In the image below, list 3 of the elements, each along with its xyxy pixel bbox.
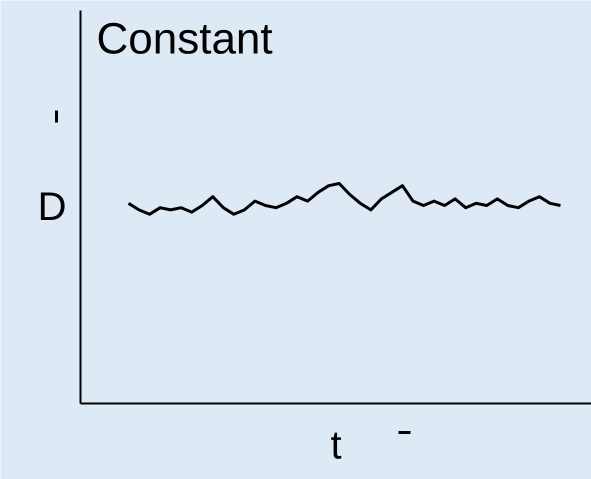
x-axis-title: t bbox=[330, 424, 342, 468]
y-axis-title: D bbox=[38, 185, 67, 229]
chart-title: Constant bbox=[96, 14, 273, 64]
